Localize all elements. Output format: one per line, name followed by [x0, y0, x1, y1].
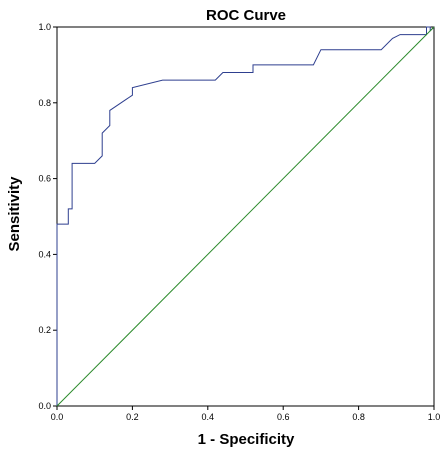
y-axis-label: Sensitivity: [6, 176, 23, 252]
y-tick-label: 0.0: [38, 401, 51, 411]
x-tick-label: 0.6: [277, 412, 290, 422]
y-tick-label: 0.2: [38, 325, 51, 335]
x-tick-label: 0.8: [352, 412, 365, 422]
x-tick-label: 0.2: [126, 412, 139, 422]
y-tick-label: 0.4: [38, 249, 51, 259]
roc-curve-line: [56, 26, 435, 406]
x-tick-label: 1.0: [428, 412, 441, 422]
series-layer: [56, 26, 435, 407]
ticks-layer: 0.0 0.2 0.4 0.6 0.8 1.0 0.0 0.2 0.4 0.6 0.8 1.0: [38, 22, 440, 422]
x-tick-label: 0.0: [51, 412, 64, 422]
x-tick-label: 0.4: [202, 412, 215, 422]
y-tick-label: 0.6: [38, 174, 51, 184]
x-axis-label: 1 - Specificity: [198, 431, 295, 448]
y-tick-label: 0.8: [38, 98, 51, 108]
reference-diagonal-line: [56, 26, 435, 407]
y-tick-label: 1.0: [38, 22, 51, 32]
plot-frame: [56, 26, 435, 407]
chart-title: ROC Curve: [206, 7, 286, 24]
